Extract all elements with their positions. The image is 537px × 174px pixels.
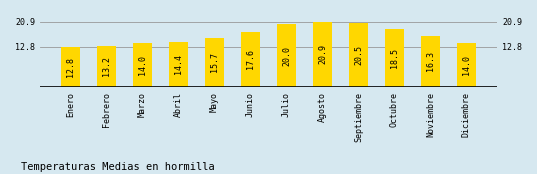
- Bar: [277, 50, 296, 87]
- Text: 20.9: 20.9: [318, 44, 327, 64]
- Text: 15.7: 15.7: [210, 52, 219, 72]
- Bar: [61, 50, 81, 87]
- Bar: [277, 24, 296, 87]
- Text: 12.8: 12.8: [66, 57, 75, 77]
- Text: Temperaturas Medias en hormilla: Temperaturas Medias en hormilla: [21, 162, 215, 172]
- Text: 14.0: 14.0: [462, 55, 471, 75]
- Text: 13.2: 13.2: [102, 56, 111, 76]
- Text: 14.0: 14.0: [138, 55, 147, 75]
- Text: 18.5: 18.5: [390, 48, 399, 68]
- Bar: [456, 50, 476, 87]
- Bar: [349, 23, 368, 87]
- Bar: [349, 50, 368, 87]
- Text: 20.0: 20.0: [282, 46, 291, 66]
- Bar: [205, 38, 224, 87]
- Text: 16.3: 16.3: [426, 51, 435, 71]
- Text: 20.5: 20.5: [354, 45, 363, 65]
- Bar: [97, 50, 117, 87]
- Bar: [169, 42, 188, 87]
- Bar: [456, 43, 476, 87]
- Bar: [169, 50, 188, 87]
- Bar: [97, 46, 117, 87]
- Bar: [241, 32, 260, 87]
- Bar: [420, 36, 440, 87]
- Bar: [384, 50, 404, 87]
- Bar: [313, 22, 332, 87]
- Bar: [241, 50, 260, 87]
- Bar: [133, 43, 153, 87]
- Bar: [61, 47, 81, 87]
- Text: 14.4: 14.4: [174, 54, 183, 74]
- Bar: [133, 50, 153, 87]
- Text: 17.6: 17.6: [246, 49, 255, 69]
- Bar: [205, 50, 224, 87]
- Bar: [420, 50, 440, 87]
- Bar: [384, 29, 404, 87]
- Bar: [313, 50, 332, 87]
